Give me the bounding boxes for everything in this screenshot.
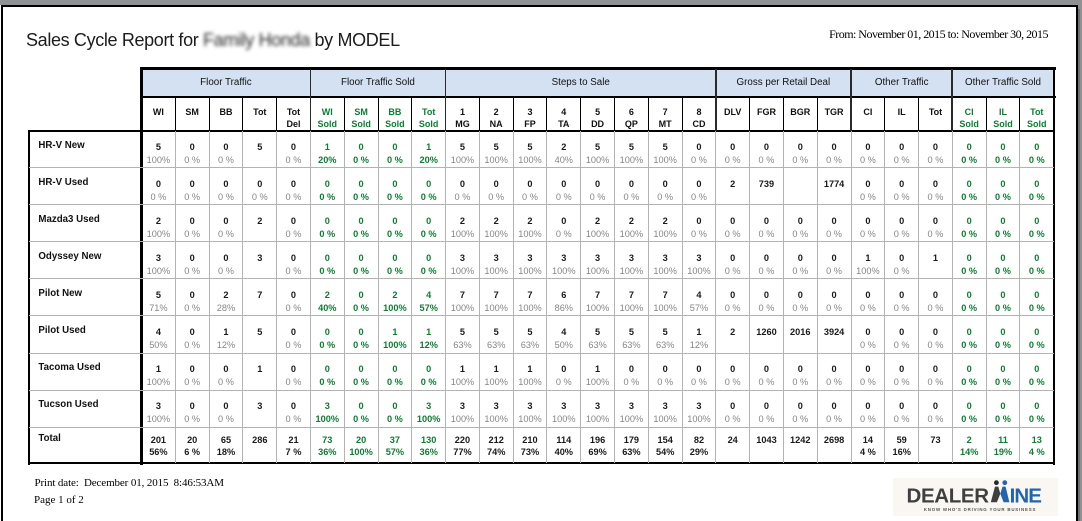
svg-text:KNOW WHO'S DRIVING YOUR BUSINE: KNOW WHO'S DRIVING YOUR BUSINESS bbox=[924, 507, 1036, 512]
svg-text:INE: INE bbox=[1010, 484, 1042, 507]
svg-text:DEALER: DEALER bbox=[907, 484, 990, 507]
